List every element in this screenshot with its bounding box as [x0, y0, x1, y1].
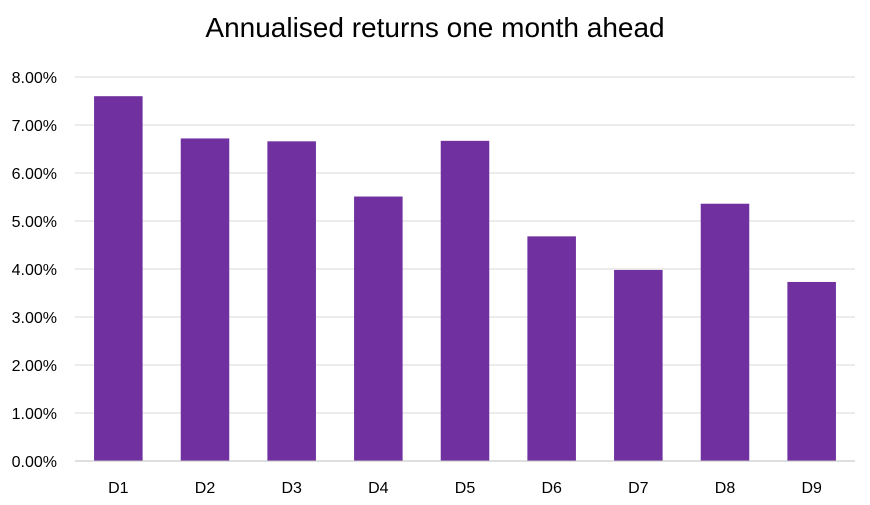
y-tick-label: 7.00% [12, 118, 57, 135]
bar-d2 [180, 138, 230, 461]
x-tick-label: D6 [541, 480, 562, 497]
bar-d1 [94, 96, 143, 461]
y-tick-label: 0.00% [12, 454, 57, 471]
chart-title: Annualised returns one month ahead [205, 12, 665, 43]
y-tick-label: 8.00% [12, 70, 57, 87]
x-tick-label: D4 [368, 480, 389, 497]
x-tick-label: D9 [801, 480, 822, 497]
x-tick-label: D7 [628, 480, 649, 497]
x-tick-label: D2 [195, 480, 216, 497]
bar-d8 [700, 203, 750, 461]
y-tick-label: 6.00% [12, 166, 57, 183]
bar-d3 [267, 141, 316, 461]
bars [94, 96, 836, 461]
y-tick-label: 1.00% [12, 406, 57, 423]
y-tick-label: 3.00% [12, 310, 57, 327]
bar-d5 [440, 140, 490, 461]
bar-d7 [614, 269, 663, 461]
x-tick-label: D1 [108, 480, 129, 497]
bar-d4 [354, 196, 403, 461]
y-tick-label: 4.00% [12, 262, 57, 279]
x-tick-label: D8 [715, 480, 736, 497]
y-tick-label: 2.00% [12, 358, 57, 375]
x-tick-label: D5 [455, 480, 476, 497]
y-axis-tick-labels: 0.00% 1.00% 2.00% 3.00% 4.00% 5.00% 6.00% 7.00%… [12, 70, 57, 471]
x-tick-label: D3 [281, 480, 302, 497]
y-tick-label: 5.00% [12, 214, 57, 231]
x-axis-tick-labels: D1 D2 D3 D4 D5 D6 D7 D8 D9 [108, 480, 822, 497]
bar-d9 [787, 281, 836, 461]
bar-d6 [527, 236, 576, 461]
